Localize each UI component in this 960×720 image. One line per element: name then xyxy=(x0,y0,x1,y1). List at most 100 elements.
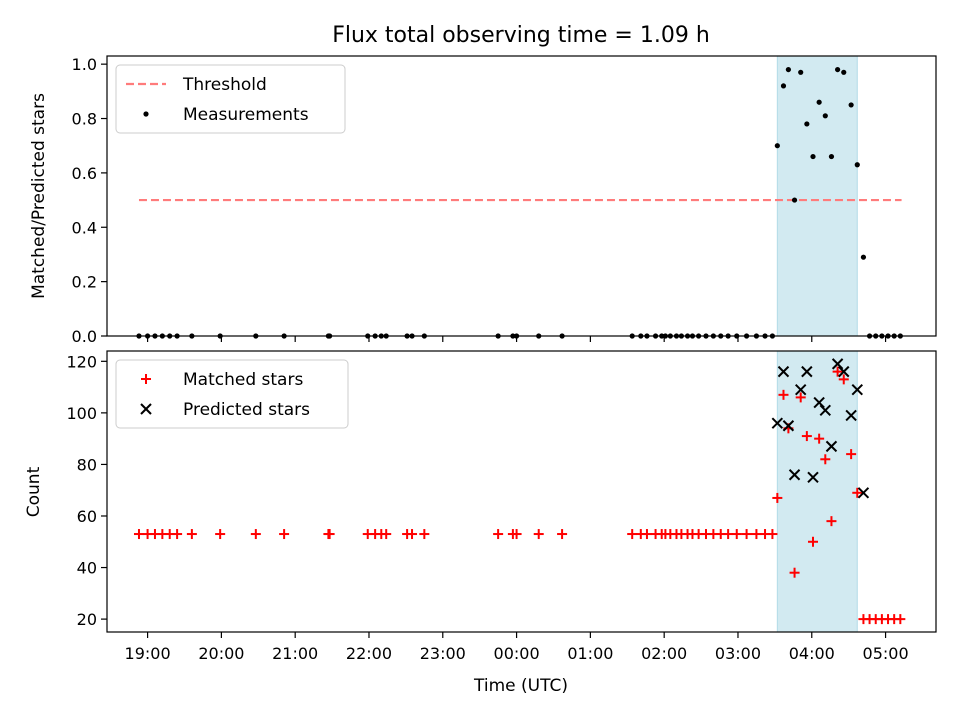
measurement-point xyxy=(791,197,798,203)
predicted-star-point xyxy=(807,471,819,484)
top-y-tick-label-0: 0.0 xyxy=(72,327,97,346)
measurement-point xyxy=(804,121,810,127)
top-y-tick-label-3: 0.6 xyxy=(72,164,97,183)
bottom-legend: Matched stars Predicted stars xyxy=(115,359,349,429)
predicted-star-stroke-b xyxy=(825,440,838,453)
measurement-point xyxy=(854,162,860,168)
matched-star-point xyxy=(133,529,144,540)
predicted-star-point xyxy=(782,420,795,432)
bottom-legend-label-0: Matched stars xyxy=(183,370,303,390)
x-tick-label-1: 20:00 xyxy=(198,644,244,663)
matched-star-point xyxy=(778,389,789,400)
measurement-point xyxy=(780,83,787,89)
matched-star-point xyxy=(795,392,806,403)
matched-star-point xyxy=(279,529,290,540)
predicted-star-point xyxy=(825,440,838,453)
predicted-star-stroke-b xyxy=(771,417,784,429)
top-legend-label-0: Threshold xyxy=(182,75,267,95)
measurement-point xyxy=(816,99,822,105)
matched-star-point xyxy=(895,614,906,625)
matched-star-point xyxy=(852,487,863,498)
top-highlight-span xyxy=(776,55,858,337)
matched-star-point xyxy=(741,529,752,540)
x-tick-label-3: 22:00 xyxy=(346,644,392,663)
matched-star-point xyxy=(731,529,742,540)
top-y-tick-label-2: 0.4 xyxy=(72,218,97,237)
predicted-star-point xyxy=(851,383,863,396)
bottom-y-tick-label-2: 60 xyxy=(77,507,97,526)
bottom-y-tick-label-4: 100 xyxy=(66,404,97,423)
matched-star-point xyxy=(627,529,638,540)
legend-measurement-swatch xyxy=(143,111,149,117)
predicted-star-stroke-b xyxy=(801,365,813,378)
x-axis-label: Time (UTC) xyxy=(473,676,568,696)
predicted-star-point xyxy=(838,365,850,378)
top-legend: Threshold Measurements xyxy=(115,64,346,134)
top-axes-frame xyxy=(106,55,937,337)
matched-star-point xyxy=(511,529,522,540)
predicted-star-stroke-b xyxy=(782,420,795,432)
predicted-star-point xyxy=(771,417,784,429)
x-tick-label-10: 05:00 xyxy=(863,644,909,663)
matched-star-point xyxy=(641,529,652,540)
bottom-legend-label-1: Predicted stars xyxy=(183,400,310,420)
predicted-star-stroke-b xyxy=(831,358,844,370)
matched-star-point xyxy=(186,529,197,540)
matched-star-point xyxy=(808,536,819,547)
predicted-star-point xyxy=(857,487,870,499)
matched-star-point xyxy=(493,529,504,540)
measurement-point xyxy=(848,102,854,108)
matched-star-point xyxy=(846,449,857,460)
predicted-star-point xyxy=(794,383,807,396)
predicted-star-stroke-b xyxy=(794,383,807,396)
matched-star-point xyxy=(814,433,825,444)
measurement-point xyxy=(774,143,780,149)
measurement-point xyxy=(798,69,804,75)
measurement-point xyxy=(828,153,835,160)
x-tick-label-5: 00:00 xyxy=(494,644,540,663)
measurement-point xyxy=(785,66,792,73)
matched-star-point xyxy=(789,567,800,578)
predicted-star-stroke-b xyxy=(819,404,832,417)
top-y-tick-label-5: 1.0 xyxy=(72,55,97,74)
bottom-y-tick-label-0: 20 xyxy=(77,610,97,629)
bottom-y-tick-label-1: 40 xyxy=(77,559,97,578)
predicted-star-stroke-b xyxy=(845,409,857,422)
x-tick-label-0: 19:00 xyxy=(125,644,171,663)
measurement-point xyxy=(822,113,828,119)
matched-star-point xyxy=(751,529,762,540)
bottom-y-axis-label: Count xyxy=(24,466,44,517)
top-y-tick-label-4: 0.8 xyxy=(72,110,97,129)
matched-star-point xyxy=(723,529,734,540)
predicted-star-stroke-b xyxy=(813,396,825,409)
predicted-star-stroke-b xyxy=(857,487,870,499)
bottom-y-tick-label-5: 120 xyxy=(66,352,97,371)
matched-star-point xyxy=(381,529,392,540)
predicted-star-point xyxy=(788,469,801,481)
bottom-legend-box xyxy=(115,359,349,429)
x-tick-label-9: 04:00 xyxy=(789,644,835,663)
predicted-star-stroke-b xyxy=(777,365,790,378)
predicted-star-point xyxy=(845,409,857,422)
matched-star-point xyxy=(826,516,837,527)
legend-predicted-swatch-b xyxy=(140,403,152,415)
matched-star-point xyxy=(250,529,261,540)
predicted-star-stroke-b xyxy=(807,471,819,484)
x-tick-label-4: 23:00 xyxy=(420,644,466,663)
x-tick-label-6: 01:00 xyxy=(567,644,613,663)
top-legend-label-1: Measurements xyxy=(183,105,309,125)
top-y-axis-label: Matched/Predicted stars xyxy=(29,93,49,299)
matched-star-point xyxy=(407,529,418,540)
predicted-star-point xyxy=(777,365,790,378)
predicted-star-point xyxy=(819,404,832,417)
x-tick-label-7: 02:00 xyxy=(641,644,687,663)
measurement-point xyxy=(841,69,847,75)
predicted-star-point xyxy=(801,365,813,378)
matched-star-point xyxy=(557,529,568,540)
top-subplot: 0.0 0.2 0.4 0.6 0.8 1.0 Threshold Measurements xyxy=(72,55,937,346)
matched-star-point xyxy=(172,529,183,540)
predicted-star-stroke-b xyxy=(788,469,801,481)
top-legend-box xyxy=(115,64,346,134)
matched-star-point xyxy=(772,492,783,503)
